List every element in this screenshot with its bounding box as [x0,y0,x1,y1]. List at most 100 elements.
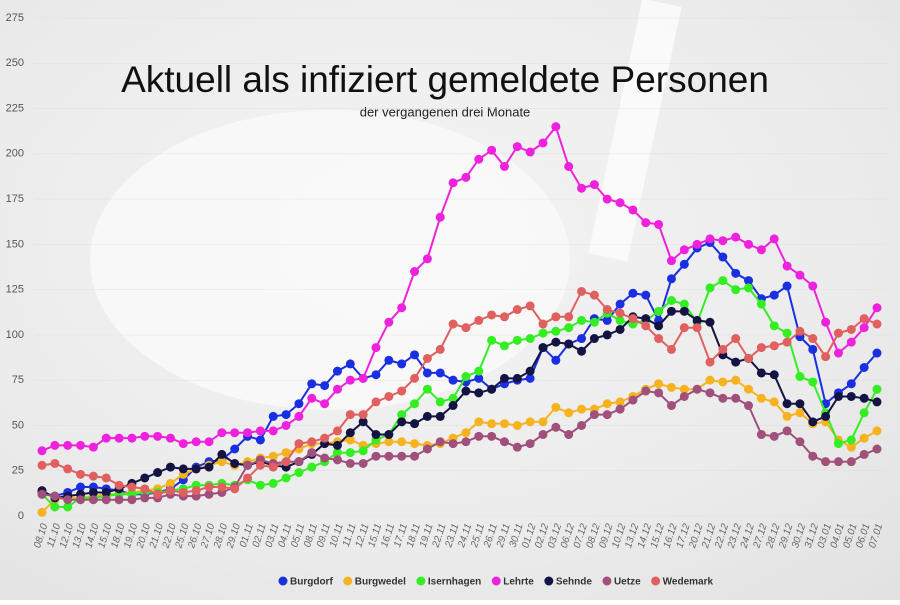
data-point [551,122,561,132]
data-point [821,457,831,467]
data-point [718,236,728,246]
data-point [808,334,818,344]
data-point [410,267,420,277]
data-point [358,458,368,468]
data-point [345,375,355,385]
data-point [307,393,317,403]
data-point [114,480,124,490]
data-point [744,353,754,363]
data-point [255,435,265,445]
data-point [795,408,805,418]
y-tick-label: 250 [6,57,24,69]
data-point [127,495,137,505]
data-point [795,437,805,447]
data-point [307,448,317,458]
data-point [499,341,509,351]
data-point [795,372,805,382]
data-point [217,482,227,492]
data-point [718,276,728,286]
data-point [666,274,676,284]
chart-subtitle: der vergangenen drei Monate [360,104,531,119]
data-point [178,487,188,497]
data-point [294,411,304,421]
y-tick-label: 0 [18,510,24,522]
data-point [422,254,432,264]
data-point [474,431,484,441]
data-point [50,458,60,468]
legend-marker [491,576,501,586]
data-point [666,296,676,306]
data-point [371,451,381,461]
data-point [564,408,574,418]
data-point [808,451,818,461]
data-point [50,440,60,450]
data-point [679,391,689,401]
data-point [63,495,73,505]
data-point [525,366,535,376]
data-point [808,344,818,354]
data-point [88,487,98,497]
data-point [281,410,291,420]
data-point [641,218,651,228]
data-point [294,457,304,467]
data-point [127,482,137,492]
data-point [602,315,612,325]
y-tick-label: 50 [12,419,24,431]
data-point [705,317,715,327]
data-point [487,335,497,345]
data-point [602,194,612,204]
data-point [679,299,689,309]
data-point [397,437,407,447]
data-point [538,319,548,329]
data-point [230,484,240,494]
data-point [63,440,73,450]
data-point [551,422,561,432]
data-point [769,321,779,331]
data-point [782,328,792,338]
data-point [589,317,599,327]
data-point [320,399,330,409]
data-point [795,270,805,280]
data-point [410,373,420,383]
data-point [153,468,163,478]
data-point [332,426,342,436]
data-point [821,411,831,421]
data-point [281,420,291,430]
data-point [268,411,278,421]
data-point [294,399,304,409]
data-point [461,386,471,396]
data-point [255,426,265,436]
data-point [397,386,407,396]
data-point [692,239,702,249]
data-point [230,444,240,454]
data-point [615,315,625,325]
data-point [384,451,394,461]
y-tick-label: 25 [12,465,24,477]
data-point [666,401,676,411]
data-point [384,437,394,447]
data-point [474,417,484,427]
y-tick-label: 150 [6,238,24,250]
data-point [705,283,715,293]
data-point [76,482,86,492]
data-point [859,449,869,459]
data-point [602,330,612,340]
data-point [101,495,111,505]
data-point [114,433,124,443]
data-point [666,306,676,316]
data-point [332,384,342,394]
data-point [692,315,702,325]
chart-title: Aktuell als infiziert gemeldete Personen [121,59,769,100]
data-point [37,507,47,517]
data-point [320,381,330,391]
data-point [410,399,420,409]
data-point [538,417,548,427]
data-point [654,379,664,389]
data-point [474,366,484,376]
data-point [628,314,638,324]
data-point [872,319,882,329]
legend-label: Sehnde [556,577,593,588]
data-point [512,442,522,452]
data-point [577,404,587,414]
